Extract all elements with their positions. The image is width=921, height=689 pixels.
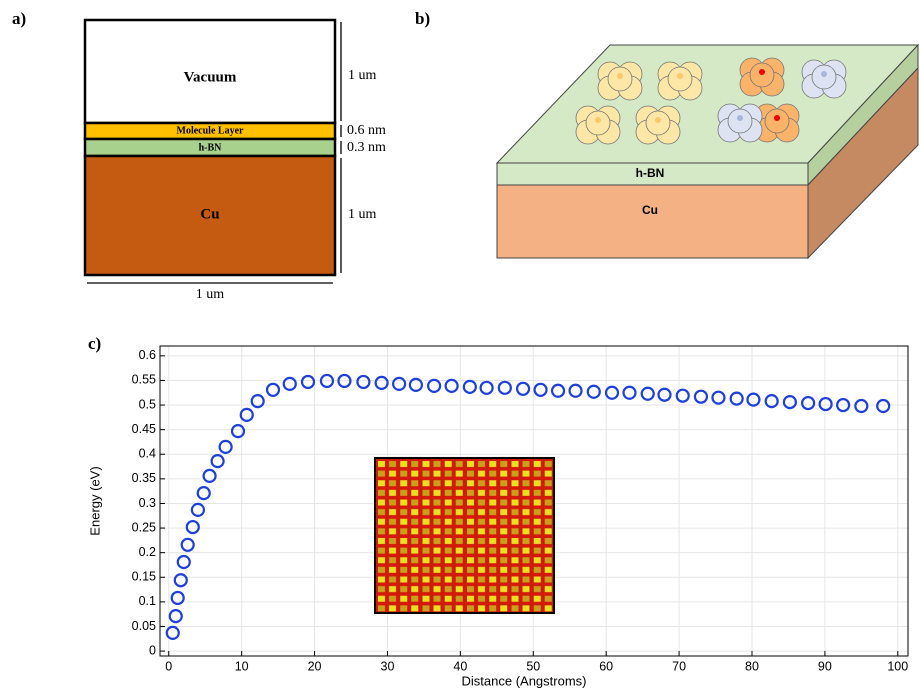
atom xyxy=(821,71,827,77)
x-tick-label: 40 xyxy=(453,659,467,673)
dimension-label: 0.3 nm xyxy=(347,140,386,155)
y-tick-label: 0.35 xyxy=(132,471,156,485)
x-tick-label: 90 xyxy=(818,659,832,673)
y-tick-label: 0.2 xyxy=(139,545,156,559)
y-tick-label: 0.4 xyxy=(139,447,156,461)
layer-label: Molecule Layer xyxy=(177,125,244,136)
y-tick-label: 0.1 xyxy=(139,594,156,608)
dimension-label: 1 um xyxy=(196,287,225,302)
layer-label: h-BN xyxy=(636,166,665,180)
atom xyxy=(774,115,780,121)
panel-label: a) xyxy=(12,9,26,28)
atom xyxy=(655,117,661,123)
y-tick-label: 0.05 xyxy=(132,619,156,633)
x-tick-label: 50 xyxy=(526,659,540,673)
layer-label: h-BN xyxy=(199,142,223,153)
dimension-label: 1 um xyxy=(348,207,377,222)
layer-label: Cu xyxy=(200,206,219,222)
substrate-block xyxy=(497,45,918,258)
atom xyxy=(617,73,623,79)
panel-label: c) xyxy=(88,334,101,353)
atom xyxy=(737,115,743,121)
atom xyxy=(677,73,683,79)
x-tick-label: 0 xyxy=(165,659,172,673)
x-axis-label: Distance (Angstroms) xyxy=(462,673,587,688)
x-tick-label: 70 xyxy=(672,659,686,673)
atom xyxy=(759,69,765,75)
figure: a) b) c) Vacuum Molecule Layer h-BN Cu 1… xyxy=(0,0,921,689)
y-tick-label: 0.45 xyxy=(132,422,156,436)
y-tick-label: 0.3 xyxy=(139,496,156,510)
x-tick-label: 20 xyxy=(308,659,322,673)
y-tick-label: 0.6 xyxy=(139,348,156,362)
x-tick-label: 60 xyxy=(599,659,613,673)
y-axis-label: Energy (eV) xyxy=(87,466,102,535)
layer-label: Vacuum xyxy=(184,69,237,85)
layer-label: Cu xyxy=(642,203,658,217)
y-tick-label: 0.55 xyxy=(132,373,156,387)
y-tick-label: 0.15 xyxy=(132,570,156,584)
x-tick-label: 100 xyxy=(887,659,908,673)
y-tick-label: 0.5 xyxy=(139,397,156,411)
x-tick-label: 10 xyxy=(235,659,249,673)
inset-image xyxy=(375,458,554,613)
panel-label: b) xyxy=(415,9,430,28)
atom xyxy=(595,117,601,123)
dimension-label: 0.6 nm xyxy=(347,123,386,138)
y-tick-label: 0 xyxy=(149,643,156,657)
y-tick-label: 0.25 xyxy=(132,520,156,534)
cu-face xyxy=(497,185,808,258)
dimension-label: 1 um xyxy=(348,68,377,83)
x-tick-label: 30 xyxy=(381,659,395,673)
x-tick-label: 80 xyxy=(745,659,759,673)
